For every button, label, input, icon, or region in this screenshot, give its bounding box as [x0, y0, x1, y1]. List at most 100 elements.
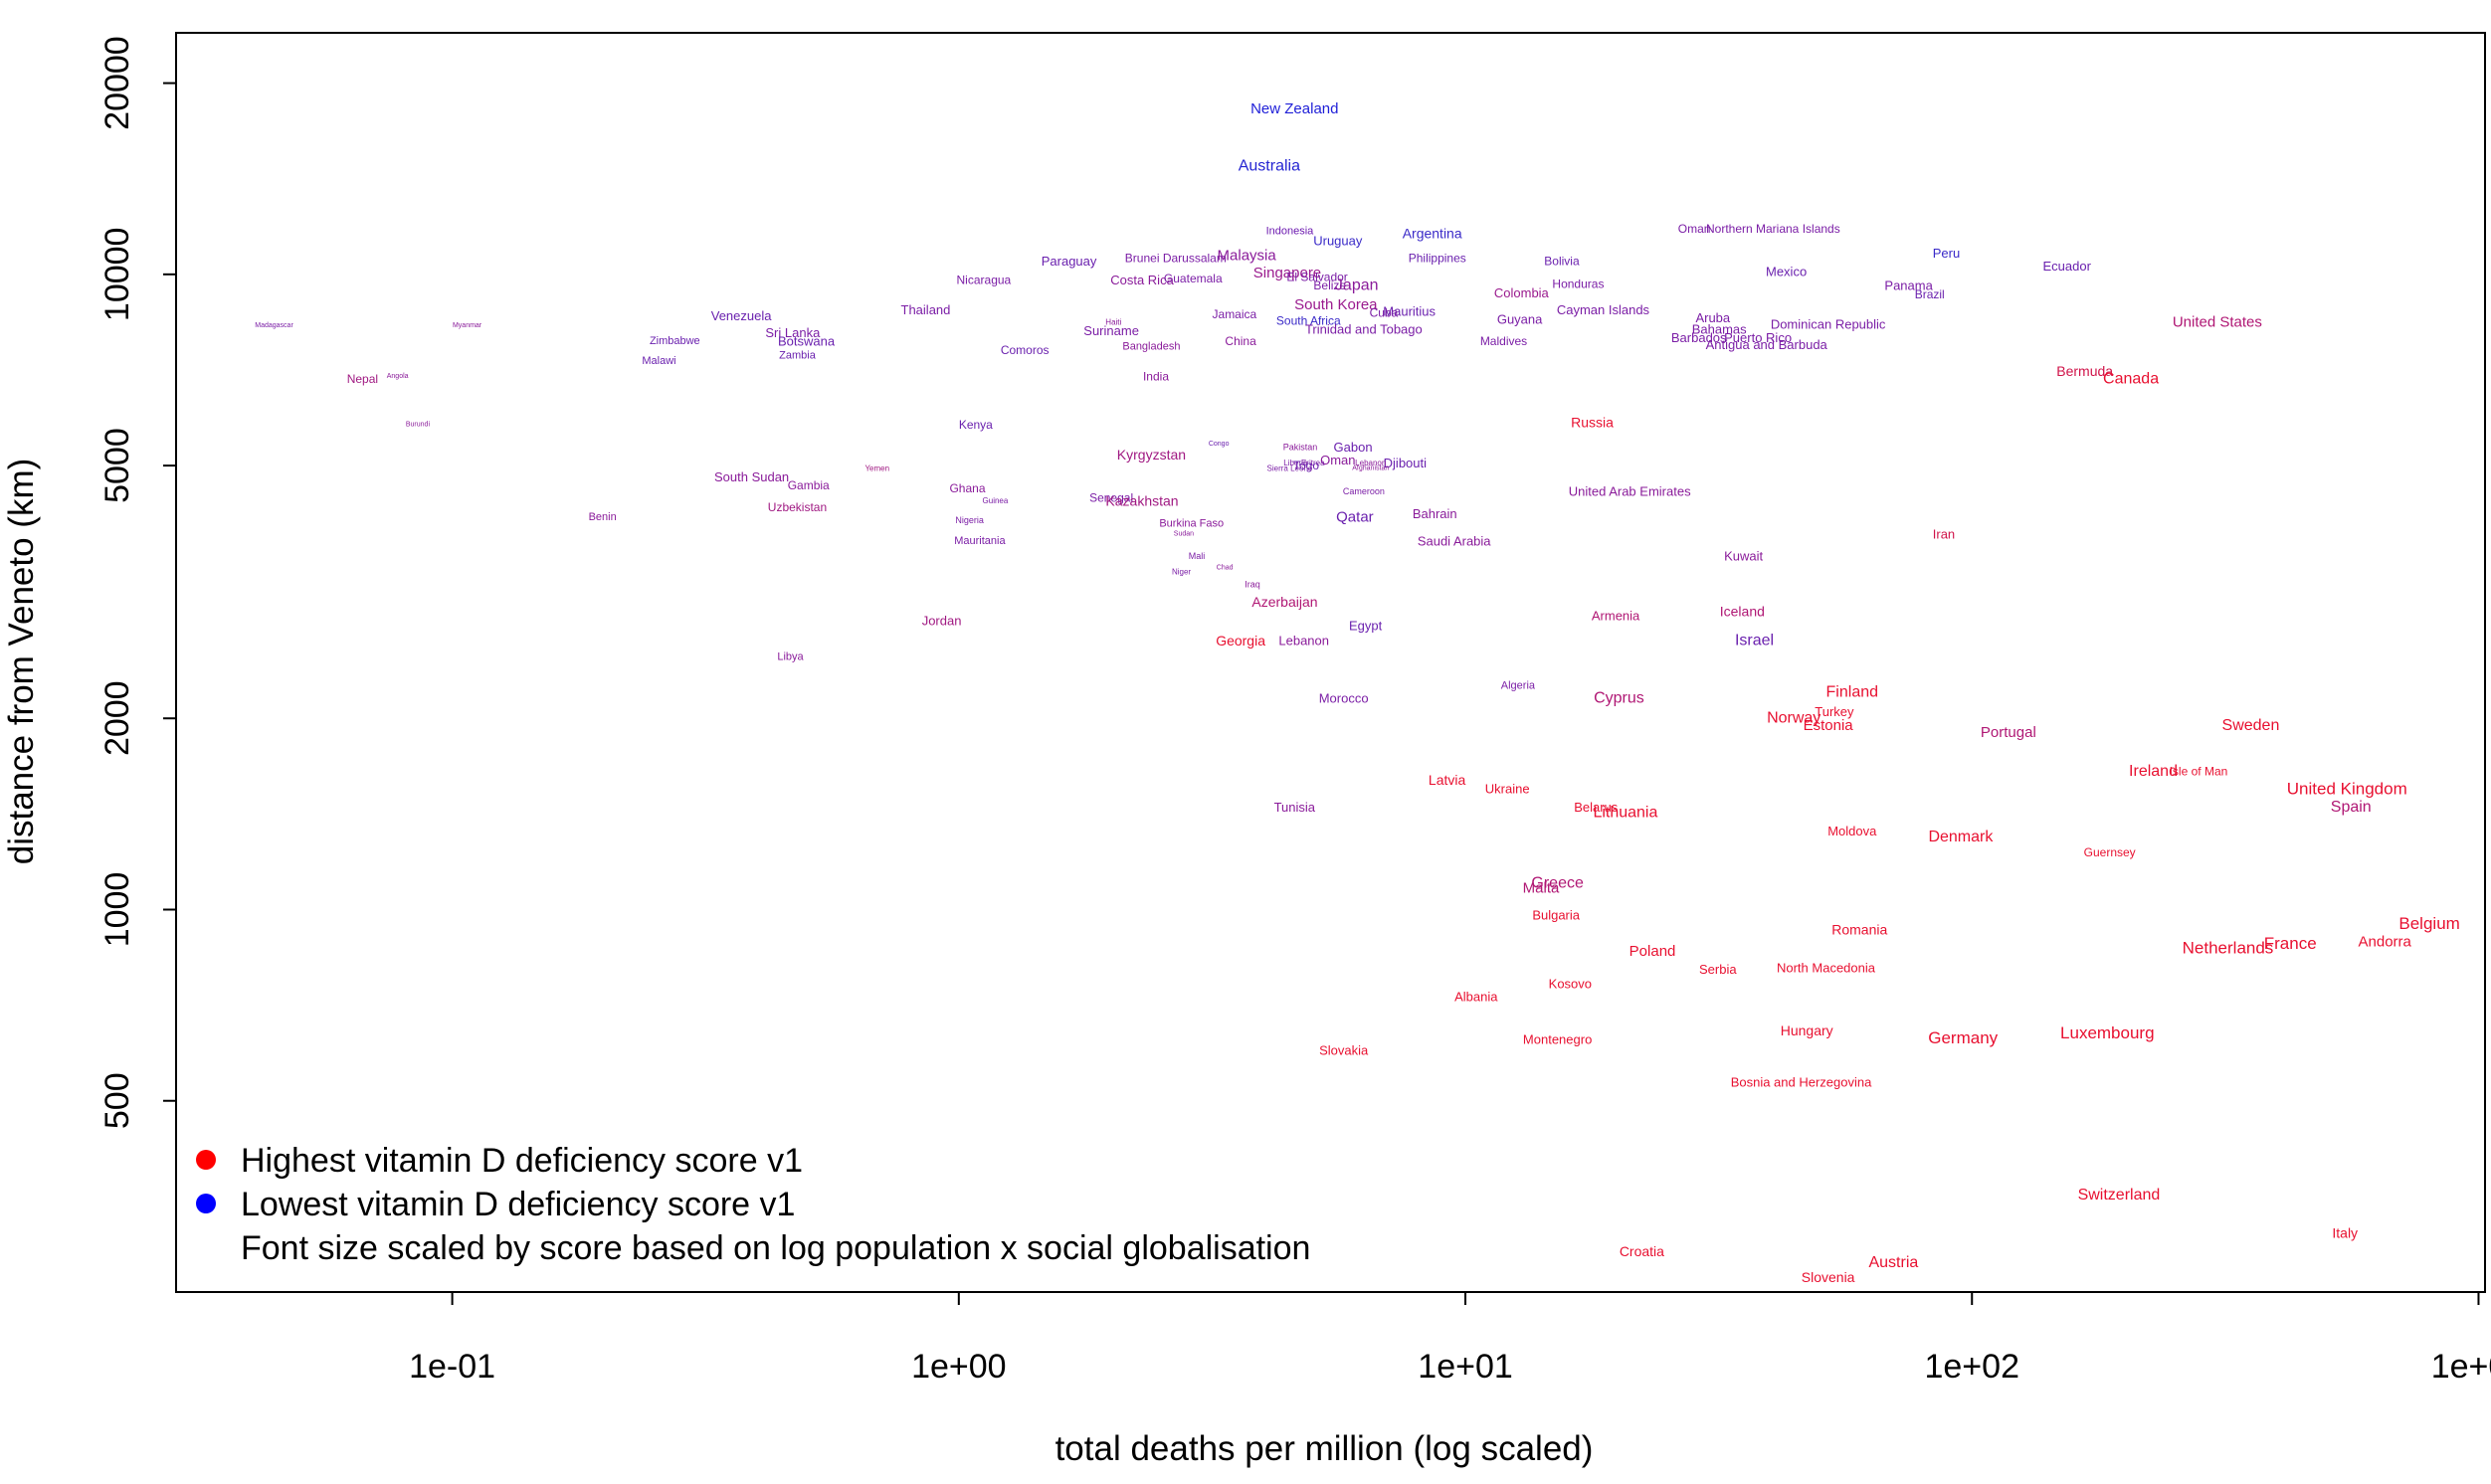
point-label: Isle of Man: [2170, 765, 2228, 779]
point-label: Turkey: [1815, 704, 1854, 719]
point-label: Spain: [2331, 799, 2372, 816]
point-label: Botswana: [778, 333, 836, 348]
point-label: Venezuela: [711, 308, 772, 323]
point-label: Kosovo: [1549, 976, 1592, 991]
point-label: Ukraine: [1485, 781, 1530, 796]
point-label: Brunei Darussalam: [1125, 252, 1227, 266]
point-label: Sri Lanka: [765, 325, 821, 340]
point-label: United Arab Emirates: [1569, 484, 1691, 499]
point-label: Israel: [1735, 633, 1774, 649]
point-label: Northern Mariana Islands: [1706, 222, 1840, 236]
point-label: Ghana: [949, 481, 985, 495]
point-label: Pakistan: [1283, 442, 1318, 452]
point-label: Guatemala: [1164, 272, 1223, 285]
point-label: Cyprus: [1594, 690, 1644, 707]
point-label: El Salvador: [1286, 271, 1347, 284]
point-label: Thailand: [901, 302, 951, 317]
point-label: Egypt: [1349, 618, 1383, 633]
point-label: Estonia: [1804, 717, 1854, 734]
point-label: Albania: [1454, 989, 1498, 1004]
point-label: Aruba: [1695, 310, 1730, 325]
x-axis-title: total deaths per million (log scaled): [1055, 1429, 1594, 1468]
x-tick-label: 1e+01: [1418, 1348, 1513, 1386]
point-label: Guyana: [1497, 311, 1543, 326]
point-label: South Africa: [1276, 314, 1341, 328]
point-label: Tunisia: [1274, 800, 1316, 815]
point-label: Ecuador: [2043, 259, 2092, 274]
point-label: Lebanon: [1355, 459, 1386, 467]
point-label: North Macedonia: [1777, 960, 1876, 975]
point-label: Paraguay: [1042, 254, 1097, 269]
point-label: Antigua and Barbuda: [1706, 337, 1828, 352]
point-label: Jordan: [922, 613, 962, 628]
point-label: Azerbaijan: [1251, 594, 1317, 610]
point-label: Congo: [1209, 441, 1230, 448]
point-label: Honduras: [1552, 278, 1604, 291]
point-label: Mauritania: [954, 535, 1006, 547]
point-label: Japan: [1335, 278, 1379, 294]
point-label: Portugal: [1981, 724, 2036, 741]
x-tick-label: 1e+03: [2431, 1348, 2491, 1386]
point-label: Dominican Republic: [1771, 316, 1886, 331]
point-label: Algeria: [1501, 680, 1536, 692]
point-label: Poland: [1629, 943, 1676, 960]
point-label: Eritrea: [1301, 459, 1325, 467]
point-label: Cayman Islands: [1557, 302, 1650, 317]
point-label: Oman: [1320, 453, 1355, 467]
point-label: Benin: [589, 511, 617, 523]
point-label: France: [2264, 934, 2317, 953]
point-label: Madagascar: [255, 322, 293, 329]
point-label: Gambia: [788, 478, 830, 492]
legend: Highest vitamin D deficiency score v1 Lo…: [196, 1142, 1310, 1267]
point-label: Zimbabwe: [650, 335, 700, 347]
point-label: Bangladesh: [1122, 340, 1180, 352]
point-label: Croatia: [1620, 1243, 1664, 1259]
point-label: Hungary: [1781, 1022, 1833, 1038]
point-label: Liberia: [1283, 459, 1308, 467]
point-label: Cameroon: [1343, 486, 1385, 496]
point-label: Comoros: [1001, 343, 1050, 357]
x-axis: 1e-01 1e+00 1e+01 1e+02 1e+03: [409, 1292, 2491, 1386]
point-label: Iraq: [1245, 580, 1260, 590]
point-label: Lithuania: [1593, 805, 1657, 822]
point-label: Nicaragua: [957, 273, 1012, 286]
point-label: Panama: [1884, 278, 1933, 293]
point-label: Georgia: [1216, 633, 1265, 649]
point-label: Yemen: [864, 464, 889, 472]
point-label: South Sudan: [714, 469, 789, 484]
point-label: Haiti: [1105, 318, 1121, 327]
point-label: Switzerland: [2078, 1187, 2161, 1204]
point-label: Nepal: [347, 372, 378, 386]
point-label: Serbia: [1699, 962, 1737, 977]
point-label: Netherlands: [2183, 939, 2274, 958]
point-label: Myanmar: [453, 322, 482, 329]
point-label: Peru: [1933, 246, 1960, 261]
point-label: Finland: [1826, 683, 1878, 700]
point-label: Mexico: [1766, 265, 1807, 279]
point-label: Bolivia: [1544, 254, 1580, 268]
point-label: Zambia: [779, 349, 817, 361]
legend-note: Font size scaled by score based on log p…: [241, 1229, 1310, 1267]
point-label: Gabon: [1334, 440, 1373, 455]
point-label: Malaysia: [1218, 248, 1277, 265]
point-label: Belarus: [1574, 800, 1619, 815]
y-tick-label: 1000: [98, 872, 136, 948]
legend-label-high: Highest vitamin D deficiency score v1: [241, 1142, 803, 1180]
legend-label-low: Lowest vitamin D deficiency score v1: [241, 1186, 795, 1223]
point-label: Maldives: [1480, 334, 1527, 348]
point-label: Kenya: [959, 418, 993, 432]
point-label: Indonesia: [1266, 225, 1315, 237]
point-label: Niger: [1172, 568, 1191, 577]
point-label: Ireland: [2129, 763, 2178, 780]
point-label: Trinidad and Tobago: [1305, 321, 1423, 336]
point-label: Lebanon: [1278, 634, 1329, 649]
y-tick-label: 20000: [98, 36, 136, 130]
point-label: Costa Rica: [1110, 273, 1174, 287]
point-label: Iran: [1933, 526, 1955, 541]
point-label: Barbados: [1671, 330, 1727, 345]
point-label: Germany: [1928, 1028, 1998, 1047]
point-label: Brazil: [1915, 287, 1945, 301]
point-label: Moldova: [1827, 824, 1877, 838]
y-tick-label: 5000: [98, 428, 136, 503]
point-label: Iceland: [1720, 603, 1765, 619]
